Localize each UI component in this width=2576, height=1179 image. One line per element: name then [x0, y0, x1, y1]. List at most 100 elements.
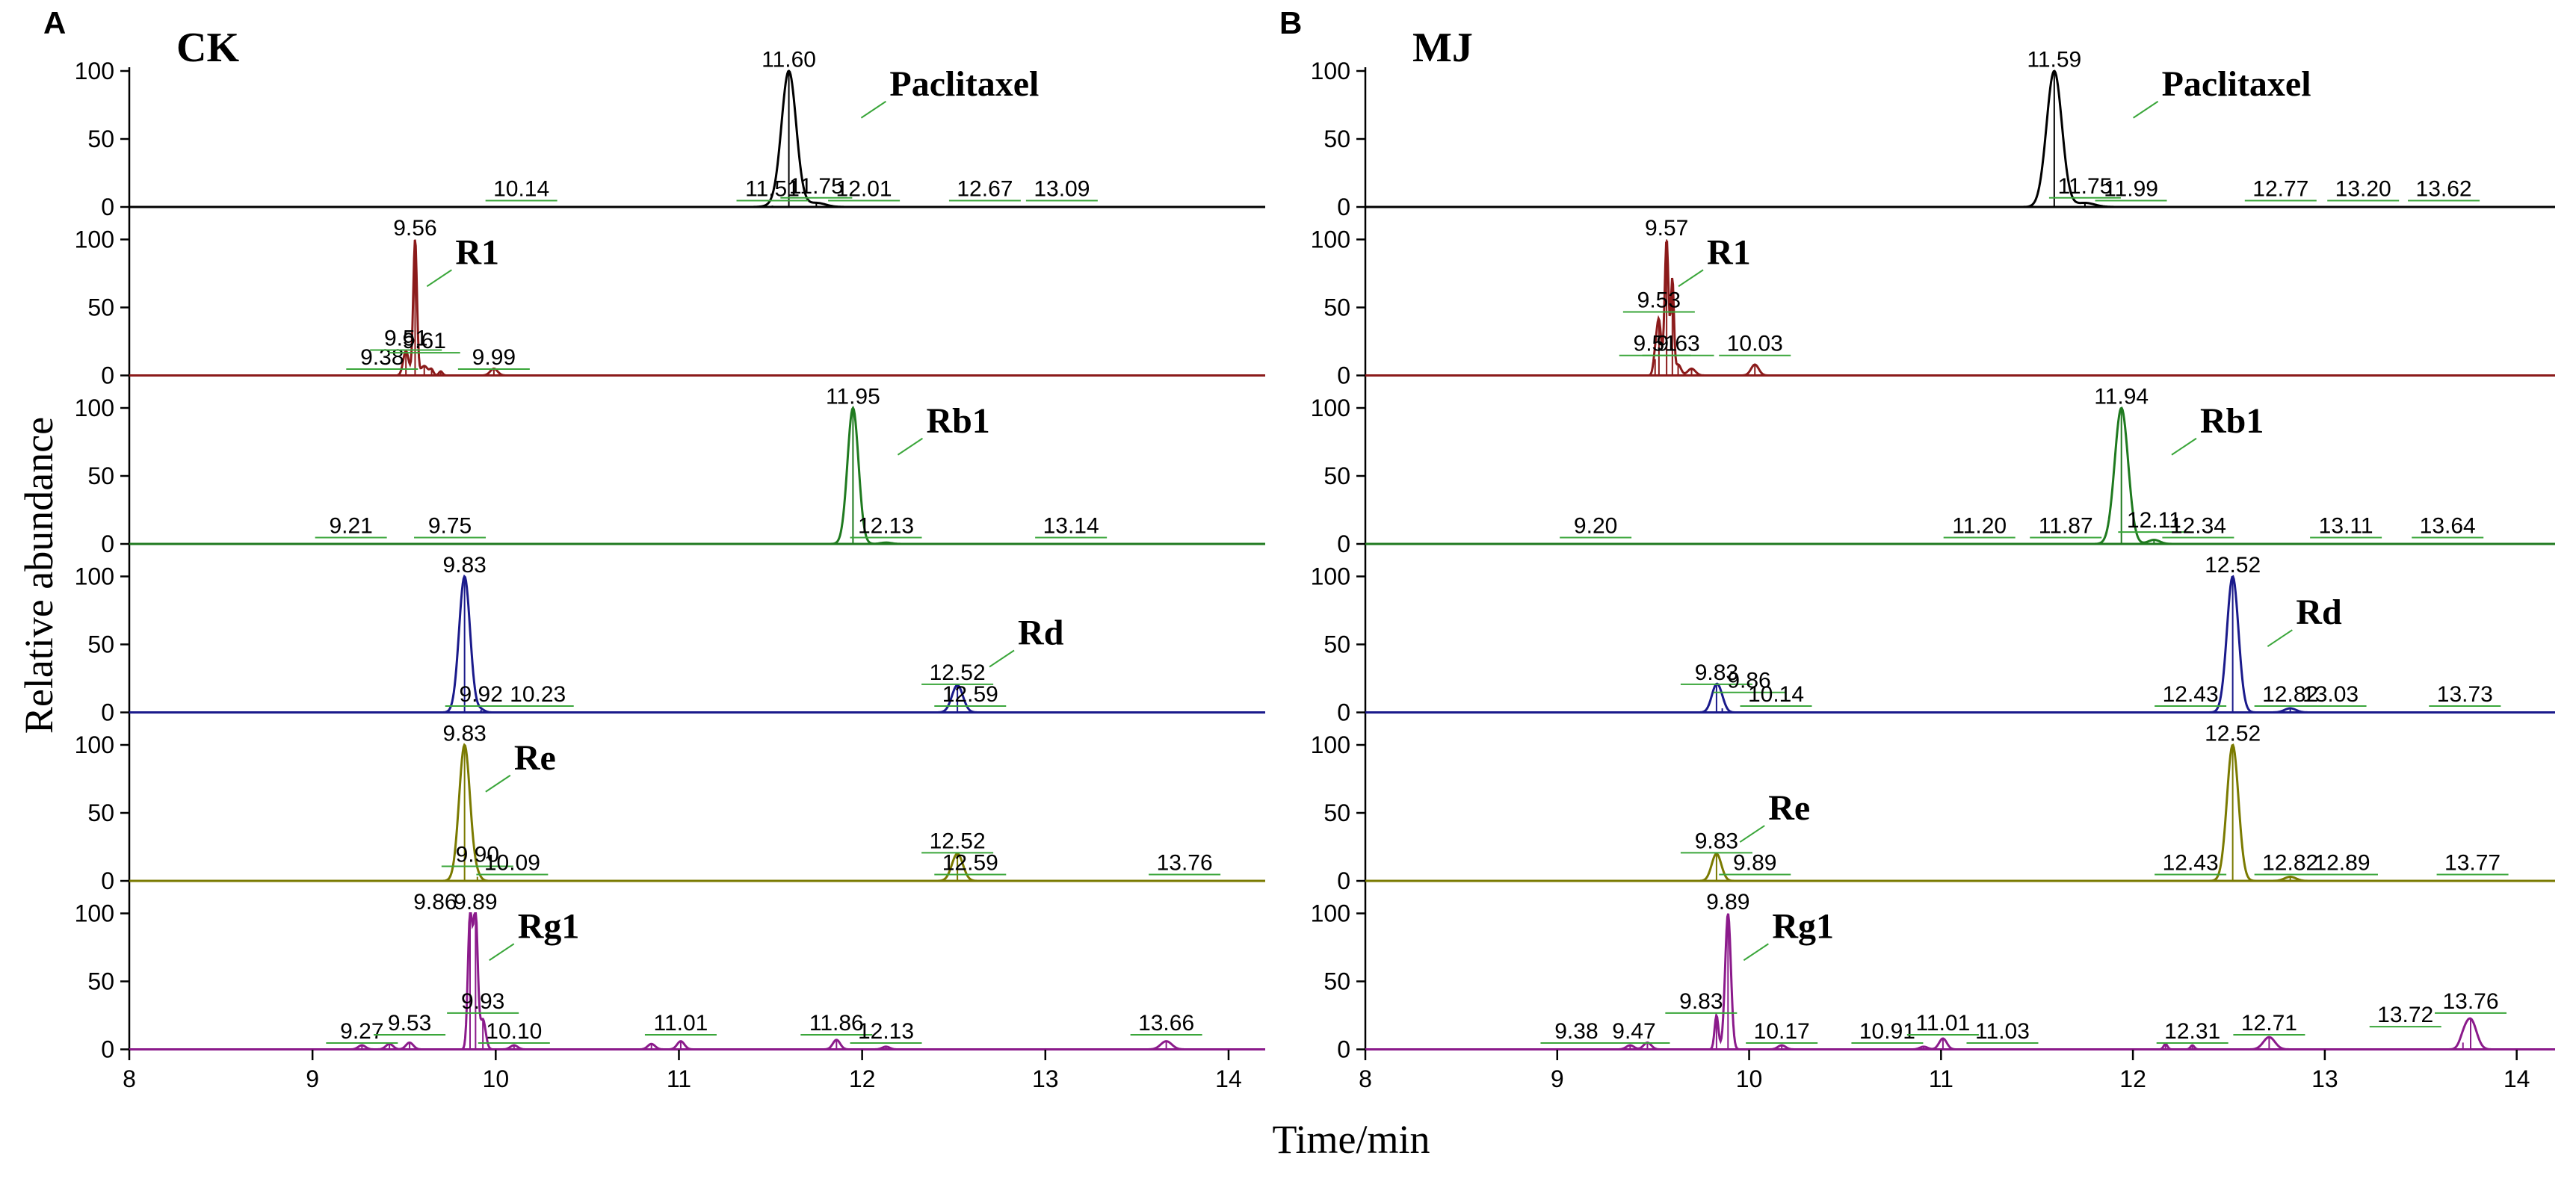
chromatogram-line	[129, 239, 1265, 377]
peak-label: 12.59	[942, 682, 998, 707]
peak-label: 13.03	[2302, 682, 2359, 707]
peak-label: 9.83	[442, 722, 486, 746]
peak-label: 9.83	[442, 553, 486, 578]
panel-letter: A	[43, 5, 66, 40]
x-tick-label: 14	[2504, 1065, 2530, 1092]
compound-label: Rd	[2296, 592, 2342, 632]
x-tick-label: 11	[667, 1065, 691, 1092]
y-tick-label: 50	[1323, 631, 1350, 658]
y-tick-label: 50	[87, 631, 114, 658]
peak-label: 9.83	[1695, 660, 1738, 685]
y-tick-label: 100	[75, 900, 114, 927]
peak-label: 12.11	[2127, 508, 2181, 533]
compound-leader	[989, 649, 1015, 668]
y-tick-label: 0	[1337, 530, 1350, 557]
peak-label: 13.11	[2319, 513, 2373, 538]
compound-leader	[860, 100, 886, 119]
trace-rb1: 0 50 100 11.95 9.21 9.75 12.13 13.14 Rb1	[75, 385, 1265, 557]
panel-letter: B	[1279, 5, 1302, 40]
y-axis-title: Relative abundance	[16, 417, 61, 734]
compound-leader	[2133, 100, 2159, 119]
compound-label: Rb1	[2200, 401, 2264, 441]
compound-label: Paclitaxel	[2162, 64, 2311, 104]
y-tick-label: 100	[1311, 226, 1350, 253]
y-tick-label: 100	[75, 58, 114, 84]
peak-label: 12.52	[930, 829, 986, 853]
peak-label: 12.13	[858, 1019, 914, 1044]
y-tick-label: 50	[1323, 799, 1350, 826]
chromatogram-line	[1365, 575, 2555, 714]
peak-label: 13.66	[1138, 1011, 1194, 1036]
y-tick-label: 0	[1337, 362, 1350, 389]
peak-label: 12.52	[930, 660, 986, 685]
x-tick-label: 13	[1032, 1065, 1059, 1092]
y-tick-label: 0	[101, 1036, 114, 1063]
peak-label: 11.60	[762, 48, 816, 72]
peak-label: 10.14	[1748, 682, 1804, 707]
peak-label: 12.34	[2170, 513, 2226, 538]
compound-leader	[2267, 629, 2293, 648]
peak-label: 11.87	[2039, 513, 2093, 538]
peak-label: 9.38	[1554, 1019, 1598, 1044]
peak-label: 13.72	[2377, 1003, 2433, 1027]
y-tick-label: 0	[101, 530, 114, 557]
y-tick-label: 50	[87, 968, 114, 995]
y-tick-label: 0	[1337, 867, 1350, 894]
y-tick-label: 100	[1311, 58, 1350, 84]
peak-label: 9.53	[388, 1011, 431, 1036]
peak-label: 11.94	[2094, 385, 2149, 409]
peak-label: 12.59	[942, 850, 998, 875]
peak-label: 13.64	[2420, 513, 2476, 538]
trace-r1: 0 50 100 9.56 9.389.519.61 9.99 R1	[75, 216, 1265, 389]
peak-label: 13.62	[2416, 176, 2472, 201]
peak-label: 9.86	[1727, 669, 1770, 693]
compound-label: Rd	[1018, 613, 1064, 653]
peak-label: 10.14	[493, 176, 549, 201]
y-tick-label: 50	[1323, 126, 1350, 152]
peak-label: 10.23	[510, 682, 566, 707]
peak-label: 9.89	[1706, 890, 1749, 915]
peak-label: 9.99	[472, 345, 516, 370]
x-tick-label: 9	[1551, 1065, 1564, 1092]
compound-leader	[2171, 437, 2197, 456]
y-tick-label: 50	[87, 294, 114, 321]
x-tick-label: 10	[483, 1065, 510, 1092]
x-tick-label: 12	[2119, 1065, 2146, 1092]
peak-label: 12.01	[836, 176, 892, 201]
compound-label: Rb1	[926, 401, 989, 441]
y-tick-label: 50	[87, 126, 114, 152]
x-tick-label: 9	[306, 1065, 319, 1092]
peak-label: 12.43	[2163, 682, 2219, 707]
compound-leader	[489, 943, 515, 962]
peak-label: 11.01	[654, 1011, 708, 1036]
y-tick-label: 100	[1311, 394, 1350, 421]
peak-label: 11.99	[2104, 176, 2158, 201]
peak-label: 11.75	[789, 174, 844, 199]
panel-title: MJ	[1412, 25, 1473, 71]
peak-label: 12.52	[2205, 553, 2261, 578]
peak-label: 10.17	[1754, 1019, 1810, 1044]
y-tick-label: 100	[75, 394, 114, 421]
y-tick-label: 0	[101, 362, 114, 389]
peak-label: 12.43	[2163, 850, 2219, 875]
trace-rg1: 0 50 100 9.89 9.38 9.47 9.83 10.17 10.91 11.01 11.…	[1311, 890, 2555, 1063]
y-tick-label: 100	[1311, 563, 1350, 590]
peak-label: 11.59	[2027, 48, 2081, 72]
chromatogram-line	[129, 912, 1265, 1050]
peak-label: 13.76	[1157, 850, 1213, 875]
peak-label: 13.76	[2442, 989, 2498, 1014]
y-tick-label: 0	[101, 699, 114, 726]
peak-label: 11.01	[1915, 1011, 1970, 1036]
peak-label: 12.52	[2205, 722, 2261, 746]
trace-r1: 0 50 100 9.57 9.53 9.519.63 10.03 R1	[1311, 216, 2555, 389]
y-tick-label: 100	[75, 731, 114, 758]
y-tick-label: 50	[87, 799, 114, 826]
peak-label: 9.90	[456, 843, 499, 867]
compound-leader	[485, 774, 511, 793]
peak-label: 12.82	[2262, 682, 2318, 707]
